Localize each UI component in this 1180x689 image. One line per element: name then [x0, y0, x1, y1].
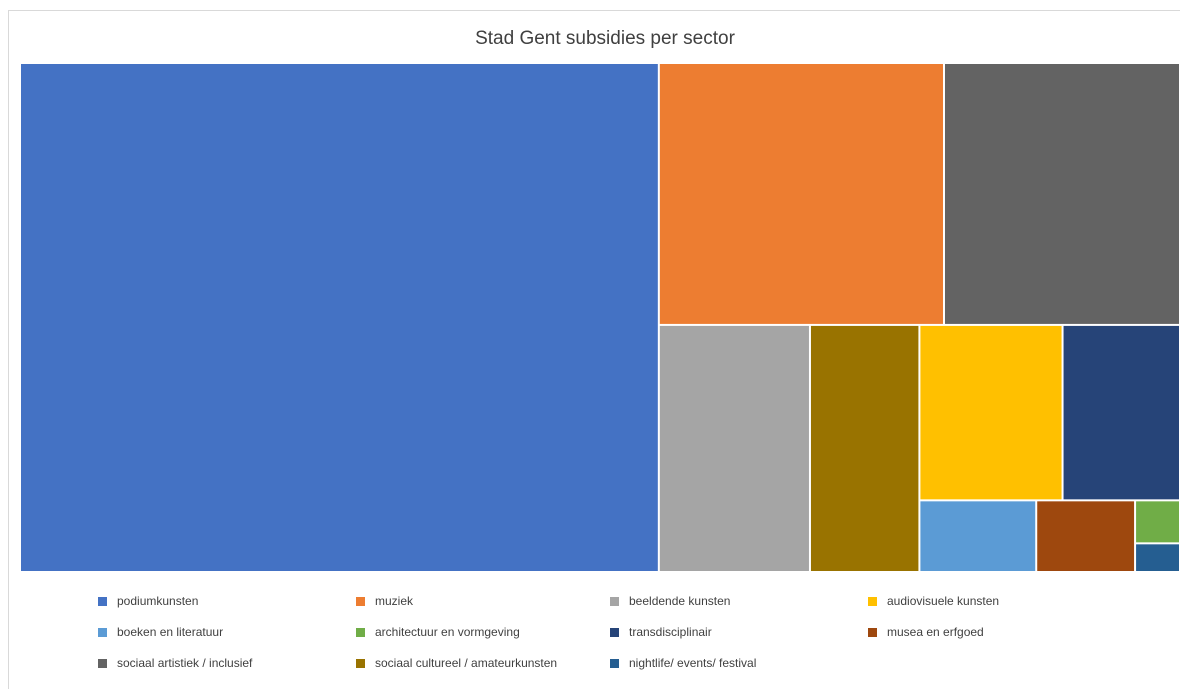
- legend-label: nightlife/ events/ festival: [629, 656, 757, 670]
- legend-label: audiovisuele kunsten: [887, 594, 1000, 608]
- legend-item: sociaal cultureel / amateurkunsten: [356, 656, 557, 670]
- legend-label: boeken en literatuur: [117, 625, 224, 639]
- legend-label: transdisciplinair: [629, 625, 712, 639]
- legend-label: sociaal cultureel / amateurkunsten: [375, 656, 558, 670]
- treemap-tile-podiumkunsten: [21, 64, 658, 571]
- treemap-tile-audiovisuele-kunsten: [920, 325, 1062, 500]
- legend-swatch: [610, 627, 619, 637]
- legend-label: beeldende kunsten: [629, 594, 731, 608]
- legend-swatch: [868, 627, 877, 637]
- treemap-tile-nightlife-events-festival: [1136, 544, 1179, 571]
- legend-swatch: [610, 658, 619, 668]
- treemap-tile-beeldende-kunsten: [659, 325, 809, 571]
- legend-swatch: [98, 658, 107, 668]
- legend-item: musea en erfgoed: [868, 625, 984, 639]
- legend-label: sociaal artistiek / inclusief: [117, 656, 253, 670]
- legend-swatch: [610, 596, 619, 606]
- legend-item: sociaal artistiek / inclusief: [98, 656, 252, 670]
- legend-item: muziek: [356, 594, 413, 608]
- legend-label: muziek: [375, 594, 414, 608]
- legend-item: podiumkunsten: [98, 594, 198, 608]
- treemap-tile-sociaal-cultureel-amateurkunsten: [810, 325, 919, 571]
- legend-item: boeken en literatuur: [98, 625, 223, 639]
- legend-swatch: [356, 627, 365, 637]
- chart-frame: [8, 10, 1180, 689]
- treemap-tile-architectuur-en-vormgeving: [1136, 501, 1179, 543]
- legend-swatch: [868, 596, 877, 606]
- legend-item: nightlife/ events/ festival: [610, 656, 756, 670]
- legend-swatch: [98, 596, 107, 606]
- treemap-tile-sociaal-artistiek-inclusief: [944, 64, 1179, 324]
- legend-item: audiovisuele kunsten: [868, 594, 999, 608]
- legend-item: architectuur en vormgeving: [356, 625, 520, 639]
- legend-label: podiumkunsten: [117, 594, 199, 608]
- chart-title: Stad Gent subsidies per sector: [475, 28, 735, 49]
- treemap-tile-transdisciplinair: [1063, 325, 1179, 500]
- treemap-tile-musea-en-erfgoed: [1037, 501, 1135, 571]
- legend-label: architectuur en vormgeving: [375, 625, 520, 639]
- legend-swatch: [356, 658, 365, 668]
- legend-swatch: [356, 596, 365, 606]
- treemap-tile-boeken-en-literatuur: [920, 501, 1036, 571]
- legend-label: musea en erfgoed: [887, 625, 984, 639]
- legend-item: transdisciplinair: [610, 625, 712, 639]
- treemap-tile-muziek: [659, 64, 943, 324]
- legend-item: beeldende kunsten: [610, 594, 730, 608]
- legend-swatch: [98, 627, 107, 637]
